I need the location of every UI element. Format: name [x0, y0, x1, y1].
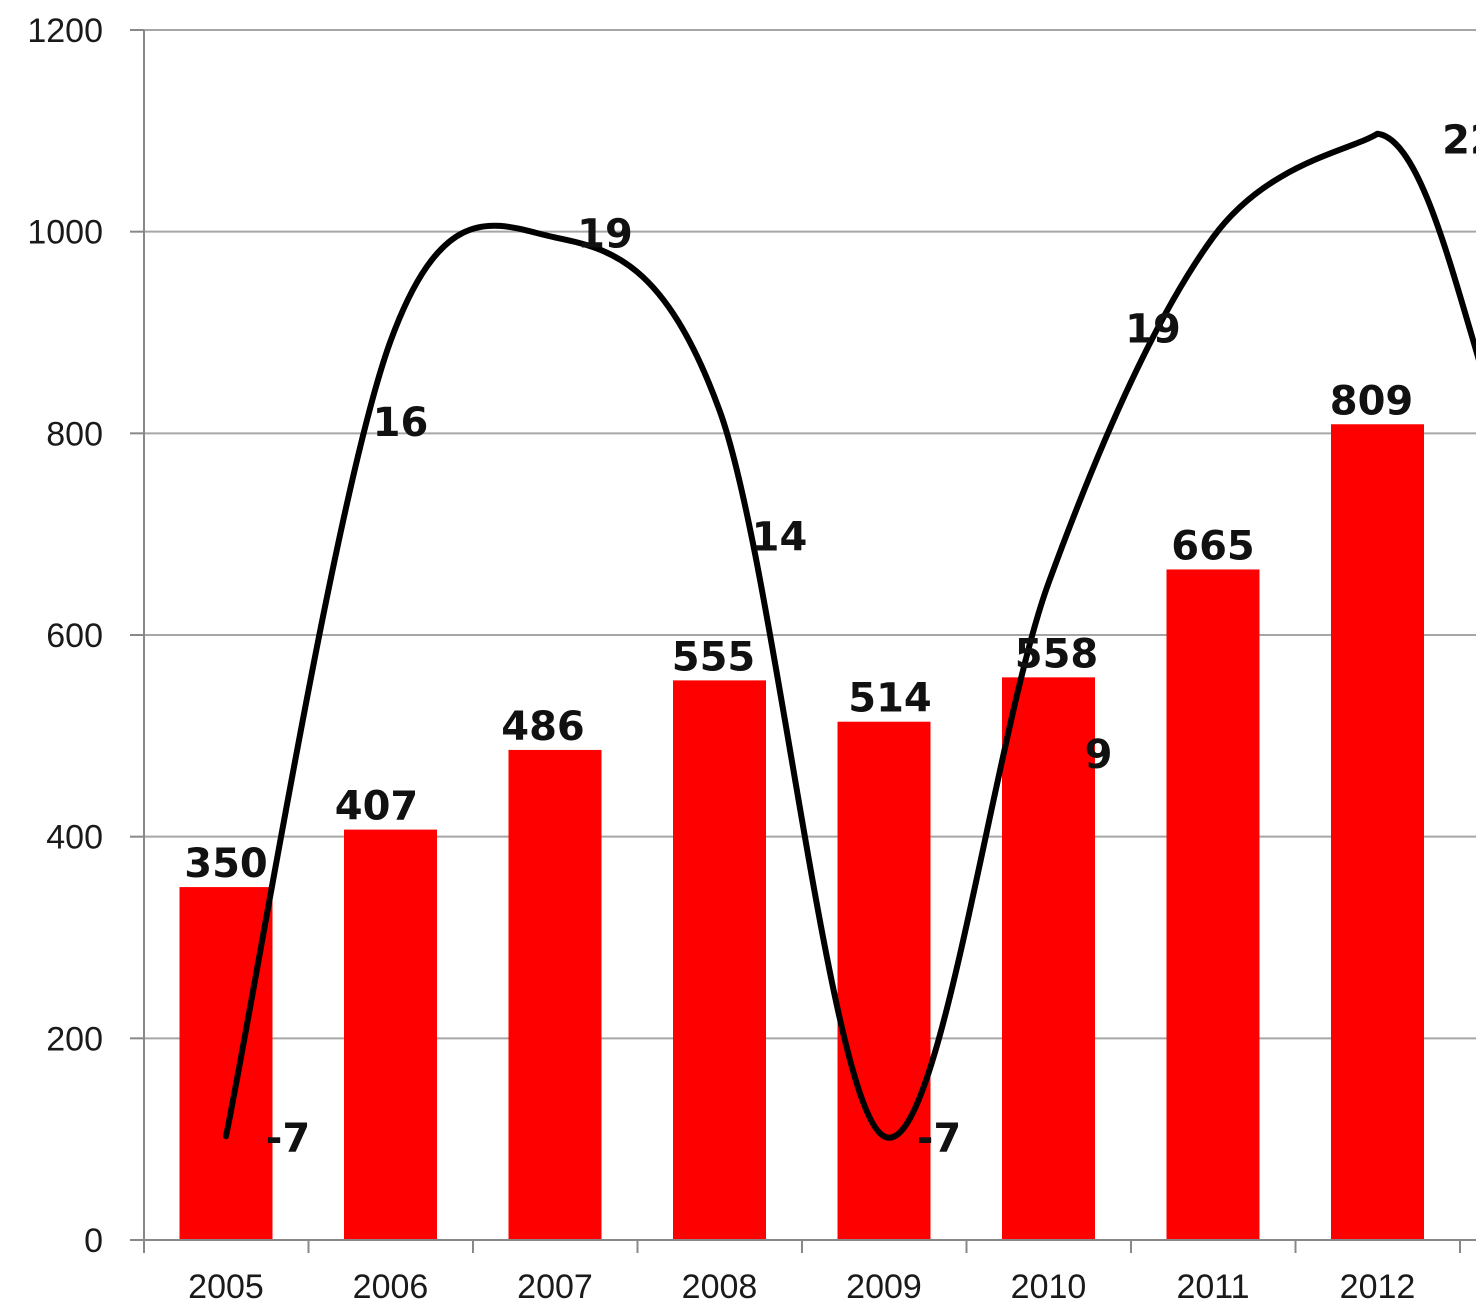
bar — [508, 749, 602, 1240]
bar — [179, 887, 273, 1240]
bar — [1002, 677, 1095, 1240]
bar — [837, 721, 931, 1240]
bars — [179, 424, 1424, 1241]
x-tick-label: 2005 — [188, 1268, 264, 1304]
x-tick-label: 2006 — [353, 1268, 429, 1304]
y-tick-label: 1200 — [27, 12, 103, 50]
bar — [1331, 424, 1424, 1241]
bar — [344, 829, 437, 1240]
bar-value-label: 809 — [1330, 378, 1414, 424]
data-labels: 350 407 486 555 514 558 665 809 -7 16 19 14 -7 9 19 22 — [184, 118, 1476, 1162]
line-value-label: 14 — [752, 514, 808, 560]
line-value-label: 9 — [1085, 732, 1113, 778]
line-value-label: -7 — [266, 1115, 310, 1161]
bar-value-label: 555 — [672, 634, 756, 680]
trend-line-series — [223, 130, 1476, 1141]
line-value-label: 16 — [373, 400, 429, 446]
y-tick-label: 600 — [46, 617, 103, 655]
bar — [673, 680, 766, 1240]
bar — [1166, 569, 1260, 1240]
bar-value-label: 486 — [501, 704, 585, 750]
x-tick-label: 2007 — [517, 1268, 593, 1304]
bar-value-label: 514 — [848, 676, 932, 722]
axes: 0 200 400 600 800 1000 1200 2005 2006 2007 2008 200… — [27, 12, 1476, 1304]
y-tick-label: 200 — [46, 1020, 103, 1058]
line-value-label: -7 — [917, 1115, 961, 1161]
bar-value-label: 407 — [335, 784, 419, 830]
y-tick-label: 800 — [46, 415, 103, 453]
bar-value-label: 558 — [1015, 631, 1099, 677]
line-value-label: 19 — [1125, 306, 1181, 352]
line-value-label: 22 — [1442, 118, 1476, 164]
bar-value-label: 665 — [1171, 523, 1255, 569]
bar-value-label: 350 — [184, 841, 268, 887]
line-value-label: 19 — [577, 211, 633, 257]
y-tick-label: 0 — [84, 1222, 103, 1260]
y-tick-label: 400 — [46, 819, 103, 857]
x-tick-label: 2011 — [1176, 1268, 1249, 1304]
y-tick-label: 1000 — [27, 214, 103, 252]
x-tick-label: 2010 — [1011, 1268, 1087, 1304]
trend-line — [223, 130, 1476, 1141]
x-tick-label: 2009 — [846, 1268, 922, 1304]
x-tick-label: 2008 — [682, 1268, 758, 1304]
x-tick-label: 2012 — [1340, 1268, 1416, 1304]
